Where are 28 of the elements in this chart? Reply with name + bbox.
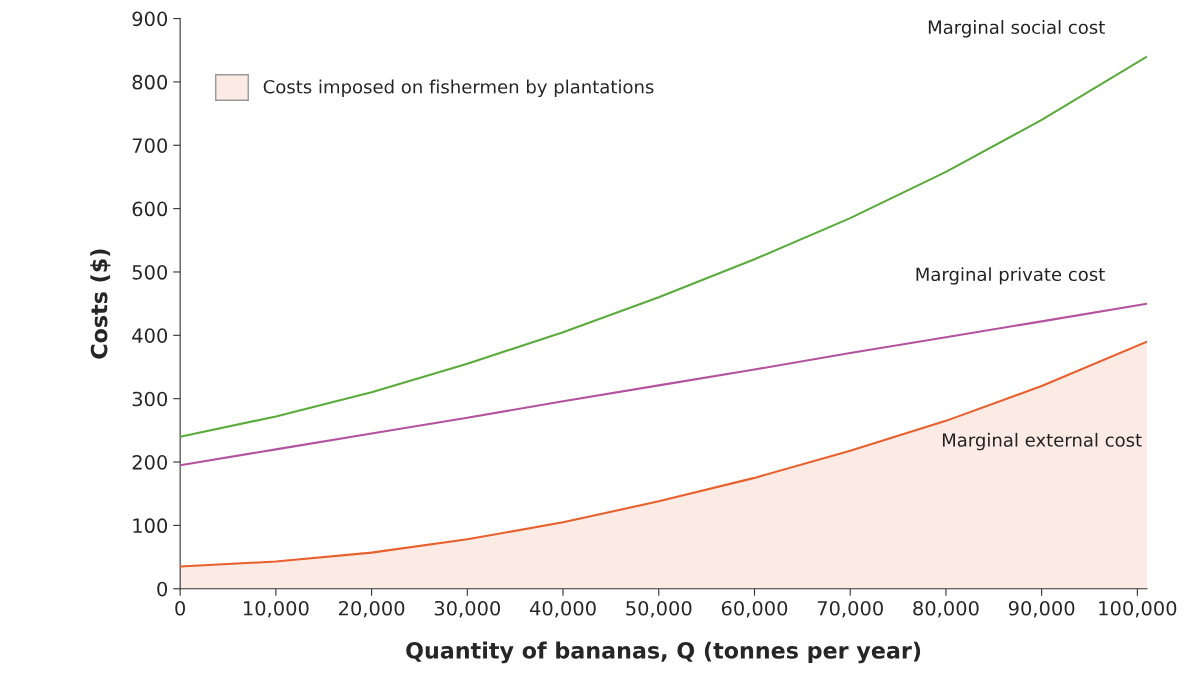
- y-tick-label: 100: [133, 518, 168, 534]
- x-tick-label: 50,000: [626, 600, 692, 618]
- x-tick-label: 80,000: [913, 600, 979, 618]
- x-tick-label: 60,000: [721, 600, 788, 618]
- x-tick-label: 20,000: [339, 600, 405, 618]
- y-tick-label: 700: [132, 138, 168, 153]
- x-tick-label: 70,000: [817, 600, 883, 618]
- y-tick-label: 0: [157, 581, 168, 597]
- y-axis-title: Costs ($): [90, 249, 111, 359]
- y-tick-label: 800: [132, 74, 168, 90]
- x-tick-label: 0: [175, 600, 186, 616]
- x-tick-label: 10,000: [243, 600, 309, 618]
- text: Marginal social cost: [928, 20, 1105, 38]
- legend-label: Costs imposed on fishermen by plantations: [263, 79, 654, 98]
- x-tick-label: 90,000: [1008, 600, 1075, 618]
- y-tick-label: 300: [132, 391, 168, 407]
- annotation: Marginal external cost: [942, 432, 1142, 451]
- y-tick-label: 400: [132, 328, 168, 343]
- series-label: Marginal private cost: [916, 267, 1105, 285]
- line-series: [180, 302, 1147, 467]
- y-tick-label: 900: [132, 11, 168, 27]
- x-tick-label: 100,000: [1099, 600, 1177, 618]
- x-tick-label: 40,000: [529, 600, 596, 618]
- x-axis-title: Quantity of bananas, Q (tonnes per year): [406, 641, 921, 664]
- x-tick-label: 30,000: [434, 600, 501, 618]
- y-tick-label: 500: [132, 264, 168, 280]
- y-tick-label: 600: [132, 201, 168, 217]
- y-tick-label: 200: [132, 455, 168, 470]
